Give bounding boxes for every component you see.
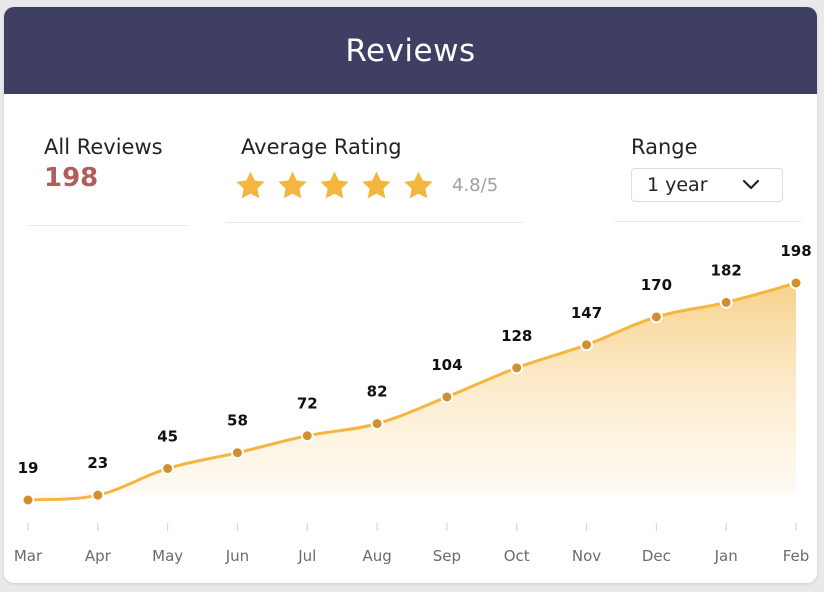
x-tick-label: Oct <box>504 547 530 565</box>
x-tick-label: Nov <box>572 547 601 565</box>
data-label: 198 <box>780 242 811 260</box>
card-header: Reviews <box>4 7 817 94</box>
all-reviews-divider <box>28 225 188 226</box>
data-point <box>21 493 35 507</box>
data-point <box>649 310 663 324</box>
all-reviews-label: All Reviews <box>44 135 163 159</box>
x-tick-label: Jun <box>225 547 249 565</box>
all-reviews-value: 198 <box>44 163 99 193</box>
reviews-chart: 19 23 45 58 72 82 104 128 147 170 182 198 Mar Apr May… <box>14 242 812 565</box>
area-fill <box>28 283 796 500</box>
data-label: 104 <box>431 356 462 374</box>
star-icon <box>278 171 307 199</box>
rating-text: 4.8/5 <box>452 175 499 196</box>
star-icon <box>320 171 349 199</box>
x-tick-label: Aug <box>362 547 391 565</box>
data-points <box>21 276 803 507</box>
average-rating-stat: Average Rating <box>241 135 402 159</box>
data-label: 45 <box>157 427 178 445</box>
data-point <box>440 390 454 404</box>
range-stat: Range <box>631 135 698 159</box>
data-point <box>91 488 105 502</box>
data-point <box>580 338 594 352</box>
star-icon <box>404 171 433 199</box>
all-reviews-stat: All Reviews 198 <box>44 135 163 193</box>
data-label: 72 <box>297 395 318 413</box>
average-rating-label: Average Rating <box>241 135 402 159</box>
x-tick-label: Apr <box>85 547 112 565</box>
range-selected-value: 1 year <box>647 174 708 196</box>
data-label: 128 <box>501 327 532 345</box>
x-tick-label: Mar <box>14 547 43 565</box>
x-tick-label: May <box>152 547 183 565</box>
chevron-down-icon <box>742 179 760 190</box>
range-label: Range <box>631 135 698 159</box>
data-label: 23 <box>87 454 108 472</box>
range-dropdown[interactable]: 1 year <box>631 168 783 202</box>
reviews-card: Reviews All Reviews 198 Average Rating 4… <box>4 7 817 583</box>
data-point <box>510 361 524 375</box>
x-tick-label: Dec <box>642 547 671 565</box>
x-tick-label: Jan <box>714 547 738 565</box>
data-label: 147 <box>571 304 602 322</box>
data-point <box>161 461 175 475</box>
x-tick-label: Jul <box>297 547 316 565</box>
data-label: 19 <box>18 459 39 477</box>
x-tick-label: Sep <box>433 547 461 565</box>
data-point <box>789 276 803 290</box>
range-divider <box>615 221 801 222</box>
data-point <box>230 446 244 460</box>
data-point <box>300 429 314 443</box>
data-label: 58 <box>227 412 248 430</box>
data-label: 170 <box>641 276 672 294</box>
star-icon <box>236 171 265 199</box>
data-label: 82 <box>367 383 388 401</box>
rating-stars: 4.8/5 <box>234 169 498 202</box>
card-title: Reviews <box>345 32 476 69</box>
x-axis: Mar Apr May Jun Jul Aug Sep Oct Nov Dec Jan Feb <box>14 523 809 565</box>
star-icon <box>362 171 391 199</box>
x-tick-label: Feb <box>783 547 810 565</box>
data-point <box>370 417 384 431</box>
series-line <box>27 281 797 502</box>
data-point <box>719 295 733 309</box>
average-rating-divider <box>226 222 523 223</box>
data-labels: 19 23 45 58 72 82 104 128 147 170 182 198 <box>18 242 812 477</box>
data-label: 182 <box>711 261 742 279</box>
